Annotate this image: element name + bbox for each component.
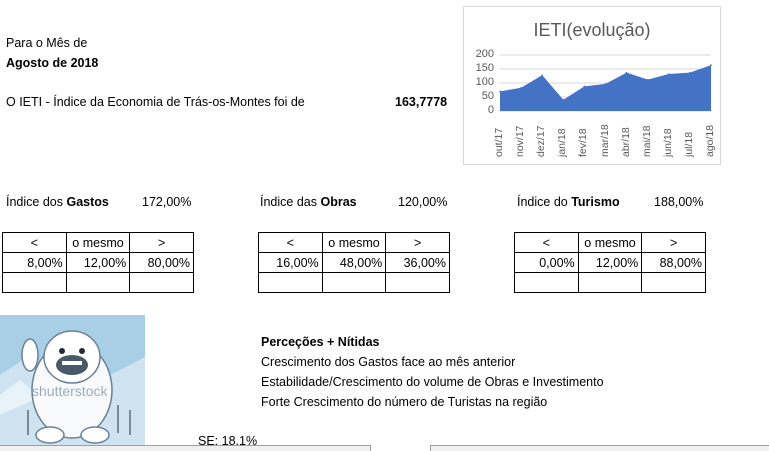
cell-empty[interactable] <box>577 272 643 293</box>
data-point <box>689 71 691 74</box>
table-row-empty <box>514 272 706 293</box>
x-tick-label: dez/17 <box>535 125 548 157</box>
table-header-row: < o mesmo > <box>2 232 194 253</box>
cell-empty[interactable] <box>321 272 387 293</box>
cell-empty[interactable] <box>2 272 67 293</box>
table-row: 8,00% 12,00% 80,00% <box>2 252 194 273</box>
index-obras-name: Obras <box>320 195 357 209</box>
table-row-empty <box>2 272 194 293</box>
ieti-description: O IETI - Índice da Economia de Trás-os-M… <box>6 95 305 109</box>
perceptions-title: Perceções + Nítidas <box>261 335 380 349</box>
watermark-text: shutterstock <box>32 383 108 399</box>
data-point <box>625 71 628 74</box>
header-less[interactable]: < <box>2 232 67 253</box>
y-tick-label: 200 <box>475 48 494 60</box>
cell-more[interactable]: 88,00% <box>641 252 706 273</box>
x-tick-label: mar/18 <box>598 124 611 157</box>
cell-empty[interactable] <box>258 272 323 293</box>
x-tick-label: jun/18 <box>661 128 674 157</box>
ieti-value: 163,7778 <box>395 95 448 109</box>
index-gastos-name: Gastos <box>66 195 109 209</box>
obras-table: < o mesmo > 16,00% 48,00% 36,00% <box>258 232 450 293</box>
se-label: SE: 18,1% <box>198 434 258 448</box>
chart-title: IETI(evolução) <box>533 20 651 40</box>
index-gastos-value: 172,00% <box>142 195 192 209</box>
month-intro-label: Para o Mês de <box>6 36 88 50</box>
index-gastos-label: Índice dos Gastos <box>6 195 109 209</box>
x-tick-label: abr/18 <box>619 127 632 157</box>
header-more[interactable]: > <box>641 232 706 253</box>
cell-more[interactable]: 36,00% <box>385 252 450 273</box>
data-point <box>541 74 543 76</box>
data-point <box>583 85 586 88</box>
cell-more[interactable]: 80,00% <box>129 252 194 273</box>
index-turismo-value: 188,00% <box>654 195 704 209</box>
x-tick-label: mai/18 <box>640 125 653 157</box>
bottom-bar-right <box>430 445 769 451</box>
perception-item: Crescimento dos Gastos face ao mês anter… <box>261 355 516 369</box>
y-tick-label: 100 <box>475 76 494 88</box>
y-tick-label: 150 <box>475 62 494 74</box>
perception-item: Estabilidade/Crescimento do volume de Ob… <box>261 375 604 389</box>
header-less[interactable]: < <box>514 232 579 253</box>
x-tick-label: jan/18 <box>556 128 569 157</box>
table-row: 16,00% 48,00% 36,00% <box>258 252 450 273</box>
cell-less[interactable]: 16,00% <box>258 252 323 273</box>
cell-empty[interactable] <box>385 272 450 293</box>
cell-same[interactable]: 12,00% <box>577 252 643 273</box>
y-tick-label: 0 <box>487 104 494 116</box>
index-gastos-prefix: Índice dos <box>6 195 67 209</box>
bottom-bar-left <box>0 445 371 451</box>
turismo-table: < o mesmo > 0,00% 12,00% 88,00% <box>514 232 706 293</box>
index-obras-label: Índice das Obras <box>260 195 357 209</box>
index-obras-value: 120,00% <box>398 195 448 209</box>
ieti-chart[interactable]: IETI(evolução) 0 50 100 150 200 out/17 nov/17… <box>463 6 721 165</box>
data-point <box>499 90 501 93</box>
cell-empty[interactable] <box>641 272 706 293</box>
data-point <box>604 83 607 85</box>
x-tick-label: nov/17 <box>514 125 527 157</box>
x-tick-label: ago/18 <box>704 124 716 157</box>
x-tick-label: out/17 <box>493 127 505 157</box>
index-turismo-label: Índice do Turismo <box>517 195 620 209</box>
x-tick-label: jul/18 <box>682 131 695 157</box>
header-more[interactable]: > <box>385 232 450 253</box>
data-point <box>710 64 712 66</box>
yeti-illustration <box>0 330 145 445</box>
header-more[interactable]: > <box>129 232 194 253</box>
x-tick-label: fev/18 <box>577 128 590 157</box>
gastos-table: < o mesmo > 8,00% 12,00% 80,00% <box>2 232 194 293</box>
cell-empty[interactable] <box>129 272 194 293</box>
data-point <box>520 86 522 89</box>
chart-plot <box>499 54 712 112</box>
cell-empty[interactable] <box>65 272 131 293</box>
perception-item: Forte Crescimento do número de Turistas … <box>261 395 548 409</box>
table-header-row: < o mesmo > <box>258 232 450 253</box>
header-less[interactable]: < <box>258 232 323 253</box>
month-label: Agosto de 2018 <box>6 56 99 70</box>
index-turismo-name: Turismo <box>571 195 620 209</box>
cell-less[interactable]: 0,00% <box>514 252 579 273</box>
header-same[interactable]: o mesmo <box>321 232 387 253</box>
table-header-row: < o mesmo > <box>514 232 706 253</box>
data-point <box>562 99 565 101</box>
data-point <box>668 73 670 75</box>
header-same[interactable]: o mesmo <box>65 232 131 253</box>
table-row: 0,00% 12,00% 88,00% <box>514 252 706 273</box>
yeti-image: shutterstock <box>0 315 145 445</box>
data-point <box>646 78 649 81</box>
y-tick-label: 50 <box>481 90 494 102</box>
cell-same[interactable]: 48,00% <box>321 252 387 273</box>
index-turismo-prefix: Índice do <box>517 195 572 209</box>
table-row-empty <box>258 272 450 293</box>
header-same[interactable]: o mesmo <box>577 232 643 253</box>
cell-same[interactable]: 12,00% <box>65 252 131 273</box>
cell-empty[interactable] <box>514 272 579 293</box>
index-obras-prefix: Índice das <box>260 195 321 209</box>
cell-less[interactable]: 8,00% <box>2 252 67 273</box>
area-series <box>500 65 711 111</box>
